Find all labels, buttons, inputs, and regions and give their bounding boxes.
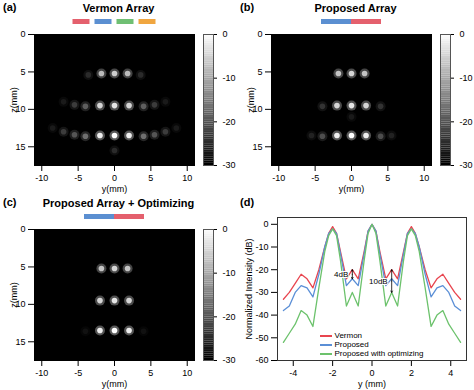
svg-text:0: 0 bbox=[257, 29, 262, 39]
svg-text:-20: -20 bbox=[223, 312, 236, 322]
svg-text:0: 0 bbox=[223, 29, 228, 39]
svg-text:10: 10 bbox=[182, 173, 192, 183]
svg-text:-20: -20 bbox=[460, 117, 473, 127]
svg-text:0: 0 bbox=[460, 29, 465, 39]
svg-text:z(mm): z(mm) bbox=[246, 87, 256, 113]
svg-text:0: 0 bbox=[369, 368, 374, 378]
svg-text:z(mm): z(mm) bbox=[9, 282, 19, 308]
svg-text:10: 10 bbox=[15, 299, 26, 310]
svg-text:-30: -30 bbox=[223, 160, 236, 170]
svg-text:0: 0 bbox=[112, 173, 117, 183]
svg-text:15: 15 bbox=[15, 337, 25, 347]
svg-text:-30: -30 bbox=[255, 287, 268, 297]
html-text:Proposed: Proposed bbox=[334, 340, 369, 349]
svg-text:0: 0 bbox=[223, 224, 228, 234]
svg-text:10dB: 10dB bbox=[369, 277, 388, 286]
svg-text:-5: -5 bbox=[74, 173, 82, 183]
svg-text:0: 0 bbox=[112, 368, 117, 378]
svg-text:y(mm): y(mm) bbox=[102, 379, 128, 389]
svg-text:15: 15 bbox=[15, 142, 25, 152]
svg-text:-10: -10 bbox=[272, 173, 285, 183]
svg-text:y(mm): y(mm) bbox=[339, 184, 365, 194]
html-text:(a): (a) bbox=[3, 1, 17, 13]
svg-text:0: 0 bbox=[349, 173, 354, 183]
html-text:Vermon: Vermon bbox=[334, 331, 363, 340]
svg-text:4: 4 bbox=[448, 368, 453, 378]
html-text:Proposed with optimizing: Proposed with optimizing bbox=[334, 349, 424, 358]
svg-text:-10: -10 bbox=[255, 242, 268, 252]
svg-text:-2: -2 bbox=[329, 368, 337, 378]
html-text:(c): (c) bbox=[3, 196, 17, 208]
html-text:(d): (d) bbox=[240, 196, 254, 208]
svg-text:5: 5 bbox=[257, 67, 262, 77]
svg-text:-5: -5 bbox=[74, 368, 82, 378]
svg-text:-10: -10 bbox=[223, 73, 236, 83]
svg-text:5: 5 bbox=[148, 368, 153, 378]
svg-text:0: 0 bbox=[20, 224, 25, 234]
svg-text:5: 5 bbox=[20, 67, 25, 77]
html-text:(b): (b) bbox=[240, 1, 254, 13]
svg-text:-10: -10 bbox=[35, 368, 48, 378]
svg-text:-10: -10 bbox=[460, 73, 473, 83]
svg-text:-40: -40 bbox=[255, 310, 268, 320]
svg-text:10: 10 bbox=[419, 173, 429, 183]
svg-text:-10: -10 bbox=[223, 268, 236, 278]
svg-text:-10: -10 bbox=[35, 173, 48, 183]
html-text:Vermon Array: Vermon Array bbox=[82, 2, 155, 14]
svg-text:15: 15 bbox=[252, 142, 262, 152]
svg-text:2: 2 bbox=[409, 368, 414, 378]
svg-text:-20: -20 bbox=[255, 265, 268, 275]
svg-text:5: 5 bbox=[148, 173, 153, 183]
svg-text:0: 0 bbox=[263, 219, 268, 229]
svg-text:y (mm): y (mm) bbox=[358, 379, 386, 389]
svg-text:-30: -30 bbox=[460, 160, 473, 170]
svg-text:0: 0 bbox=[20, 29, 25, 39]
html-text:Proposed Array: Proposed Array bbox=[314, 2, 397, 14]
svg-text:-50: -50 bbox=[255, 333, 268, 343]
svg-text:Normalized Intensity (dB): Normalized Intensity (dB) bbox=[244, 238, 254, 339]
svg-text:10: 10 bbox=[252, 104, 263, 115]
svg-text:4dB: 4dB bbox=[334, 270, 348, 279]
html-text:Proposed Array + Optimizing: Proposed Array + Optimizing bbox=[42, 197, 195, 209]
svg-text:10: 10 bbox=[15, 104, 26, 115]
svg-text:-5: -5 bbox=[311, 173, 319, 183]
svg-text:y(mm): y(mm) bbox=[102, 184, 128, 194]
svg-text:-20: -20 bbox=[223, 117, 236, 127]
svg-text:-30: -30 bbox=[223, 355, 236, 365]
svg-text:-4: -4 bbox=[289, 368, 297, 378]
svg-text:-60: -60 bbox=[255, 355, 268, 365]
svg-text:10: 10 bbox=[182, 368, 192, 378]
svg-text:z(mm): z(mm) bbox=[9, 87, 19, 113]
svg-text:5: 5 bbox=[20, 262, 25, 272]
svg-text:5: 5 bbox=[385, 173, 390, 183]
